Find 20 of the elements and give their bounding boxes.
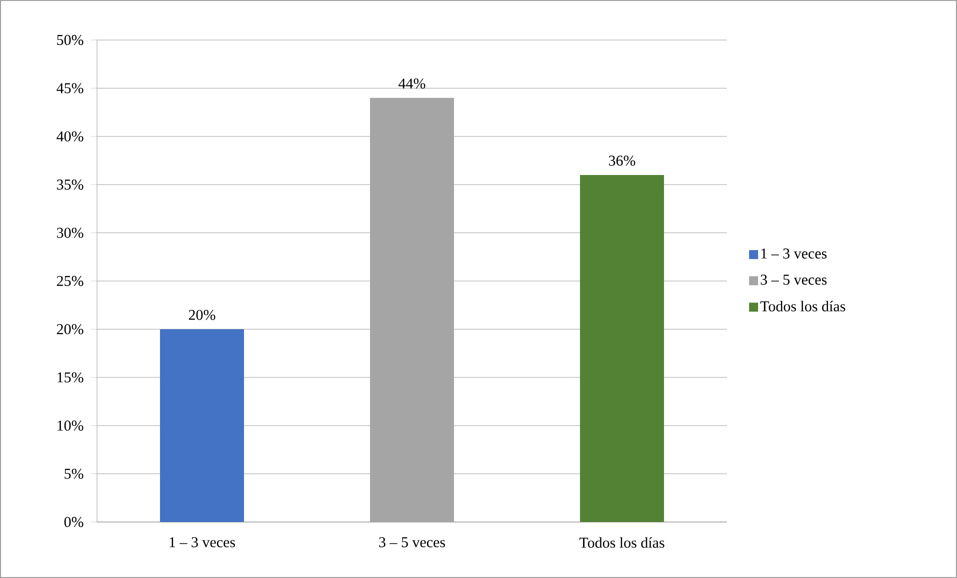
y-tick-label: 0%	[64, 516, 84, 528]
y-tick-label: 5%	[64, 468, 84, 479]
x-tick-label: 1 – 3 veces	[170, 537, 235, 548]
y-tick-label: 45%	[56, 83, 84, 94]
y-tick-label: 20%	[56, 324, 84, 334]
x-tick-label: Todos los días	[579, 537, 664, 548]
y-tick-label: 15%	[58, 372, 84, 382]
y-tick-label: 40%	[56, 131, 84, 142]
y-tick-label: 10%	[58, 420, 84, 431]
data-label: 36%	[608, 156, 636, 166]
y-tick-label: 25%	[56, 276, 84, 286]
legend-label: Todos los días	[760, 300, 846, 312]
x-tick-label: 3 – 5 veces	[379, 537, 445, 548]
data-label: 44%	[398, 78, 426, 89]
legend-label: 3 – 5 veces	[760, 274, 827, 285]
legend-label: 1 – 3 veces	[761, 248, 827, 259]
y-tick-label: 50%	[57, 34, 84, 46]
y-tick-label: 35%	[57, 180, 84, 190]
y-tick-label: 30%	[57, 228, 84, 238]
data-label: 20%	[188, 310, 216, 320]
